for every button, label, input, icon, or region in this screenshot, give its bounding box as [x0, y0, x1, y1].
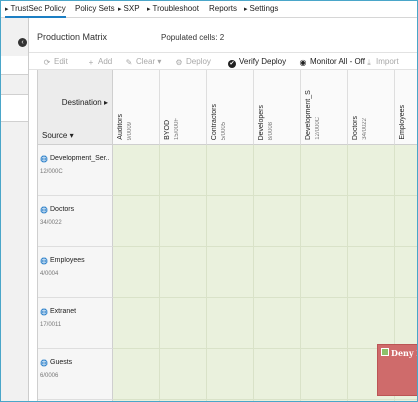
- tab-reports[interactable]: Reports: [209, 4, 238, 13]
- deploy-button[interactable]: ⚙ Deploy: [175, 57, 211, 67]
- grid-line: [347, 145, 348, 401]
- matrix-panel: Production Matrix Populated cells: 2 ⟳ Ed…: [29, 18, 417, 401]
- matrix-cells[interactable]: [113, 145, 417, 401]
- clear-button[interactable]: ✎ Clear ▾: [125, 57, 162, 67]
- populated-cells-count: Populated cells: 2: [161, 33, 225, 42]
- edit-icon: ⟳: [43, 58, 51, 67]
- caret-icon: ▸: [118, 6, 122, 13]
- divider: [1, 94, 28, 95]
- import-button[interactable]: ⤓ Import: [365, 57, 398, 67]
- caret-icon: ▸: [5, 6, 9, 13]
- top-nav: ▸ TrustSec Policy Policy Sets ▸ SXP ▸ Troub…: [1, 1, 417, 18]
- column-header-developers[interactable]: Developers 8/0008: [254, 70, 301, 145]
- grid-line: [113, 297, 417, 298]
- column-header-byod[interactable]: BYOD 15/000F: [160, 70, 207, 145]
- column-header-doctors[interactable]: Doctors 34/0022: [348, 70, 395, 145]
- matrix-corner: Destination ▸ Source ▾: [38, 70, 113, 145]
- policy-cell-guests-doctors[interactable]: Deny IP: [377, 344, 417, 396]
- tab-troubleshoot[interactable]: ▸ Troubleshoot: [147, 4, 199, 13]
- globe-icon: [40, 308, 48, 316]
- grid-line: [113, 348, 417, 349]
- globe-icon: [40, 257, 48, 265]
- grid-line: [113, 399, 417, 400]
- eye-icon: ◉: [299, 58, 307, 67]
- tab-settings[interactable]: ▸ Settings: [244, 4, 279, 13]
- divider: [1, 74, 28, 75]
- page-title: Production Matrix: [37, 32, 108, 42]
- column-header-auditors[interactable]: Auditors 9/0009: [113, 70, 160, 145]
- row-header-guests[interactable]: Guests 6/0006: [38, 349, 113, 400]
- caret-icon: ▸: [147, 6, 151, 13]
- edit-button[interactable]: ⟳ Edit: [43, 57, 68, 67]
- tab-policy-sets[interactable]: Policy Sets: [75, 4, 115, 13]
- column-header-employees[interactable]: Employees: [395, 70, 417, 145]
- tab-sxp[interactable]: ▸ SXP: [118, 4, 140, 13]
- destination-axis-label: Destination ▸: [61, 98, 108, 107]
- import-icon: ⤓: [367, 58, 371, 67]
- grid-line: [394, 145, 395, 401]
- column-header-contractors[interactable]: Contractors 5/0005: [207, 70, 254, 145]
- grid-line: [159, 145, 160, 401]
- grid-line: [206, 145, 207, 401]
- divider: [1, 121, 28, 122]
- caret-icon: ▸: [244, 6, 248, 13]
- grid-line: [300, 145, 301, 401]
- globe-icon: [40, 206, 48, 214]
- policy-matrix: Destination ▸ Source ▾ Auditors 9/0009 BY…: [37, 70, 417, 401]
- row-header-next: [38, 400, 113, 401]
- row-header-employees[interactable]: Employees 4/0004: [38, 247, 113, 298]
- left-pane-item[interactable]: [1, 56, 28, 74]
- globe-icon: [40, 155, 48, 163]
- deploy-icon: ⚙: [175, 58, 183, 67]
- row-header-doctors[interactable]: Doctors 34/0022: [38, 196, 113, 247]
- tab-trustsec-policy[interactable]: ▸ TrustSec Policy: [5, 4, 66, 18]
- left-pane-item[interactable]: [1, 95, 28, 121]
- grid-line: [113, 195, 417, 196]
- verify-deploy-button[interactable]: ✔ Verify Deploy: [228, 57, 287, 68]
- grid-line: [113, 246, 417, 247]
- check-icon: ✔: [228, 60, 236, 68]
- plus-icon: +: [88, 58, 94, 67]
- column-header-development-servers[interactable]: Development_Ser... 12/000C: [301, 70, 348, 145]
- row-header-extranet[interactable]: Extranet 17/0011: [38, 298, 113, 349]
- globe-icon: [40, 359, 48, 367]
- collapse-panel-icon[interactable]: ‹: [18, 38, 27, 47]
- eraser-icon: ✎: [125, 58, 133, 67]
- add-button[interactable]: + Add: [88, 57, 113, 67]
- left-pane: ‹: [1, 18, 29, 401]
- toolbar: ⟳ Edit + Add ✎ Clear ▾ ⚙ Deploy ✔ Verify Depl…: [29, 52, 417, 70]
- row-header-development-servers[interactable]: Development_Ser... 12/000C: [38, 145, 113, 196]
- grid-line: [253, 145, 254, 401]
- sgacl-icon: [381, 348, 389, 356]
- source-axis-label[interactable]: Source ▾: [42, 131, 74, 140]
- monitor-all-toggle[interactable]: ◉ Monitor All - Off: [299, 57, 365, 67]
